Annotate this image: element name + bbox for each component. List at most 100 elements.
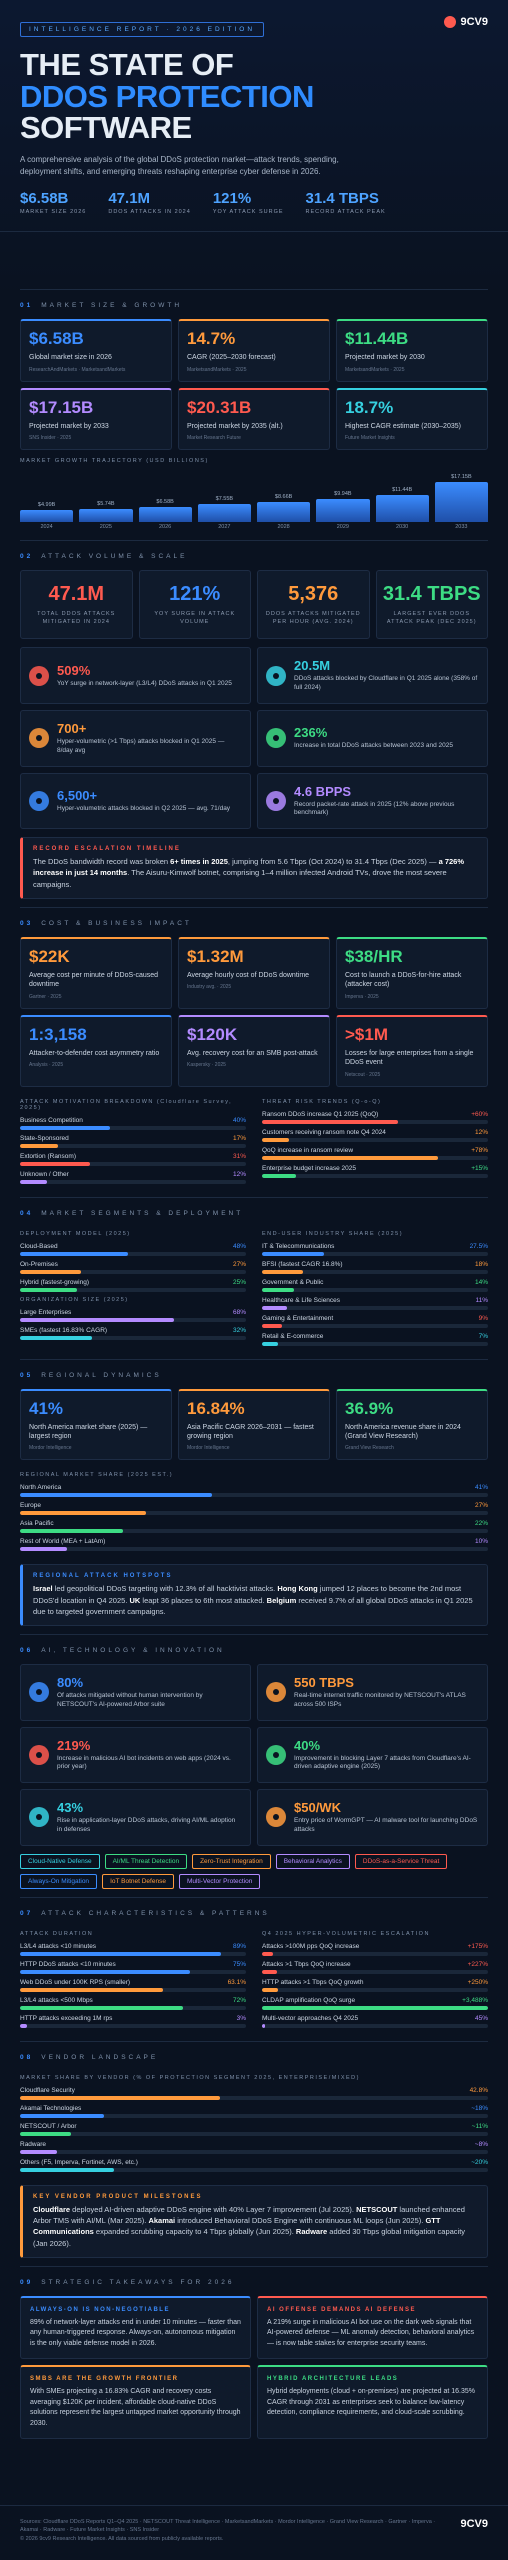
bar	[20, 1335, 93, 1340]
logo: 9CV9	[444, 16, 488, 28]
tile: $17.15B 2033	[434, 470, 488, 530]
bar-row: Extortion (Ransom) 31%	[20, 1153, 246, 1166]
tile: $4.99B 2024	[20, 470, 74, 530]
bar	[20, 1547, 67, 1552]
icon-card-text: Increase in total DDoS attacks between 2…	[294, 742, 453, 750]
bar	[262, 1287, 294, 1292]
title-highlight: DDOS PROTECTION	[20, 78, 314, 114]
stat-card: $20.31B Projected market by 2035 (alt.) Ma…	[178, 387, 330, 451]
icon	[29, 1807, 49, 1828]
bar-label: Hybrid (fastest-growing)	[20, 1278, 89, 1286]
big-label: YOY SURGE IN ATTACK VOLUME	[154, 611, 236, 625]
bar-columns: MARKET SHARE BY VENDOR (% OF PROTECTION …	[20, 2071, 488, 2177]
stat-label: DDOS ATTACKS IN 2024	[108, 208, 191, 215]
icon-card-value: 80%	[57, 1675, 84, 1691]
bar-value: +250%	[467, 1978, 488, 1986]
card-text: Average cost per minute of DDoS-caused d…	[29, 971, 159, 989]
tag-pill: IoT Botnet Defense	[102, 1873, 174, 1889]
section-number: 04	[20, 1209, 34, 1217]
icon-card-text: Hyper-volumetric (>1 Tbps) attacks block…	[57, 737, 225, 754]
callout: KEY VENDOR PRODUCT MILESTONES Cloudflare …	[20, 2184, 488, 2258]
bar-row-text: Government & Public 14%	[262, 1279, 488, 1286]
bar-track	[262, 1969, 488, 1974]
bar-label: QoQ increase in ransom review	[262, 1146, 354, 1154]
card-text: Global market size in 2026	[29, 354, 112, 362]
section-header: 04 MARKET SEGMENTS & DEPLOYMENT	[20, 1196, 488, 1217]
section: 04 MARKET SEGMENTS & DEPLOYMENT DEPLOYMENT…	[0, 1196, 508, 1351]
bar	[257, 501, 311, 523]
bar-value: ~8%	[474, 2140, 488, 2148]
bar	[20, 2095, 221, 2100]
card-value: 41%	[29, 1398, 64, 1418]
stat-card: >$1M Losses for large enterprises from a …	[336, 1014, 488, 1087]
section-number: 02	[20, 553, 34, 561]
tag-pill: Zero-Trust Integration	[192, 1853, 271, 1869]
icon-card: 550 TBPS Real-time internet traffic monit…	[257, 1664, 488, 1721]
bar-columns: ATTACK DURATION L3/L4 attacks <10 minutes…	[20, 1927, 488, 2033]
group-heading: Q4 2025 HYPER-VOLUMETRIC ESCALATION	[262, 1930, 430, 1937]
bar-row-text: Healthcare & Life Sciences 11%	[262, 1297, 488, 1304]
stat-card: $1.32M Average hourly cost of DDoS downti…	[178, 936, 330, 1009]
bar-row: Large Enterprises 68%	[20, 1309, 246, 1322]
takeaway-title: SMBS ARE THE GROWTH FRONTIER	[30, 2376, 179, 2383]
bar-value: 89%	[232, 1942, 246, 1950]
card-grid: $6.58B Global market size in 2026 Research…	[20, 319, 488, 451]
bar-label: Akamai Technologies	[20, 2104, 82, 2112]
bar-value: ~18%	[471, 2104, 488, 2112]
stat-card: $38/HR Cost to launch a DDoS-for-hire att…	[336, 936, 488, 1009]
bar-row: On-Premises 27%	[20, 1261, 246, 1274]
bar	[20, 1161, 91, 1166]
icon-card-body: 550 TBPS Real-time internet traffic monit…	[294, 1675, 479, 1710]
card-source: Industry avg. · 2025	[187, 984, 232, 991]
text: added 30 Tbps global mitigation capacity…	[33, 2227, 466, 2248]
section: 05 REGIONAL DYNAMICS 41% North America mark…	[0, 1358, 508, 1627]
text: . The Aisuru-Kimwolf botnet, comprising …	[33, 868, 447, 889]
title-line: SOFTWARE	[20, 110, 192, 146]
card-value: 1:3,158	[29, 1024, 87, 1044]
logo-text: 9CV9	[460, 16, 488, 28]
bar-track	[20, 1493, 488, 1498]
bar	[20, 1969, 190, 1974]
big-stat-grid: 47.1M TOTAL DDOS ATTACKS MITIGATED IN 202…	[20, 570, 488, 640]
card-grid: $22K Average cost per minute of DDoS-caus…	[20, 936, 488, 1087]
bar	[262, 1323, 283, 1328]
bar-track	[20, 1251, 246, 1256]
icon	[29, 665, 49, 686]
hero: INTELLIGENCE REPORT · 2026 EDITION 9CV9 …	[0, 0, 508, 232]
icon-card-value: 40%	[294, 1737, 321, 1753]
bar-label: Healthcare & Life Sciences	[262, 1296, 341, 1304]
text: , jumping from 5.6 Tbps (Oct 2024) to 31…	[227, 857, 439, 867]
card-text: North America revenue share in 2024 (Gra…	[345, 1423, 461, 1440]
card-source: Analysis · 2025	[29, 1062, 64, 1069]
bar-label: $11.44B	[392, 487, 413, 494]
year-label: 2029	[336, 524, 349, 531]
bar	[20, 2167, 114, 2172]
bar	[20, 1511, 147, 1516]
icon-card: 219% Increase in malicious AI bot inciden…	[20, 1726, 251, 1784]
bar-value: 11%	[475, 1296, 488, 1304]
card-value: $22K	[29, 946, 70, 966]
bar-value: 10%	[474, 1538, 488, 1546]
tag-pill: Multi-Vector Protection	[178, 1873, 261, 1889]
bar-row: Healthcare & Life Sciences 11%	[262, 1297, 488, 1310]
bar-value: 63.1%	[227, 1978, 246, 1986]
highlight: UK	[129, 1595, 141, 1605]
bar-label: Customers receiving ransom note Q4 2024	[262, 1128, 386, 1136]
stat-value: $6.58B	[20, 189, 69, 207]
stat-value: 121%	[212, 189, 252, 207]
bar-row-text: Gaming & Entertainment 9%	[262, 1315, 488, 1322]
bar-column: Q4 2025 HYPER-VOLUMETRIC ESCALATION Attac…	[262, 1927, 488, 2033]
icon-card-text: Of attacks mitigated without human inter…	[57, 1692, 203, 1708]
bar-label: Radware	[20, 2140, 47, 2148]
bar-label: $9.94B	[334, 490, 352, 497]
bar-row-text: Business Competition 40%	[20, 1117, 246, 1124]
stat-card: 18.7% Highest CAGR estimate (2030–2035) Fu…	[336, 387, 488, 451]
bar-row: Government & Public 14%	[262, 1279, 488, 1292]
big-stat: 47.1M TOTAL DDOS ATTACKS MITIGATED IN 202…	[20, 570, 133, 640]
card-grid: 41% North America market share (2025) — l…	[20, 1388, 488, 1461]
icon-card: 43% Rise in application-layer DDoS attack…	[20, 1789, 251, 1846]
bar-row: IT & Telecommunications 27.5%	[262, 1243, 488, 1256]
bar-value: 22%	[474, 1520, 488, 1528]
icon-card-body: 20.5M DDoS attacks blocked by Cloudflare …	[294, 658, 479, 693]
tag-list: Cloud-Native Defense AI/ML Threat Detecti…	[20, 1853, 488, 1889]
